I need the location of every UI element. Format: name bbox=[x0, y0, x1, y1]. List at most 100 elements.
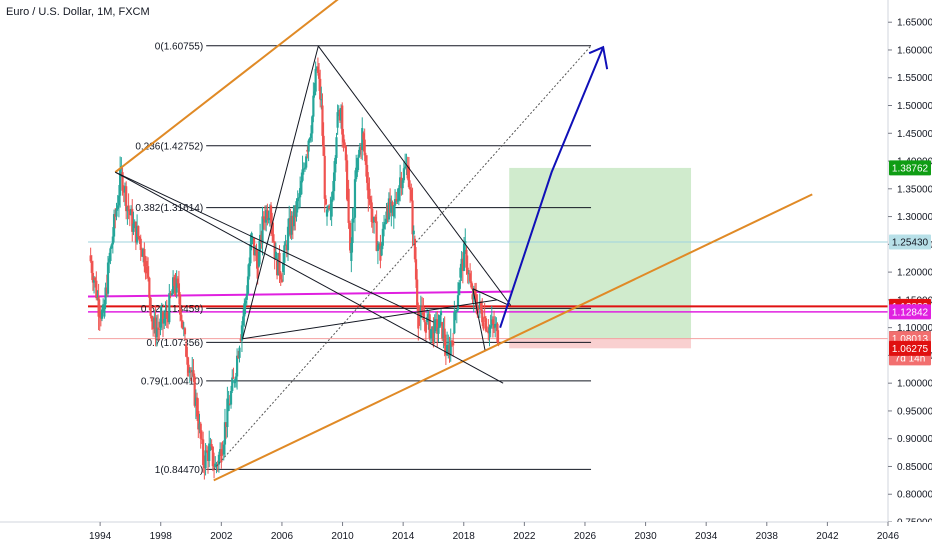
candle-body bbox=[433, 319, 436, 334]
fib-level-label: 0.7(1.07356) bbox=[146, 338, 203, 349]
candle-body bbox=[211, 446, 214, 467]
candle-body bbox=[414, 259, 418, 280]
time-axis[interactable]: 1994 1998 2002 2006 2010 2014 2018 2022 2026 2030… bbox=[0, 521, 932, 550]
candle-body bbox=[165, 312, 168, 318]
price-tick-label: 1.00000 bbox=[897, 379, 932, 390]
candle-body bbox=[329, 207, 332, 210]
fib-level-label: 0(1.60755) bbox=[155, 41, 203, 52]
candle-body bbox=[369, 199, 372, 203]
candle-body bbox=[423, 319, 426, 323]
candle-body bbox=[160, 311, 163, 319]
candle-body bbox=[443, 328, 446, 346]
time-tick-label: 2018 bbox=[453, 531, 476, 542]
candle-body bbox=[212, 466, 216, 468]
candle-body bbox=[437, 327, 440, 334]
candle-body bbox=[386, 205, 389, 220]
candle-body bbox=[351, 218, 354, 243]
candle-body bbox=[158, 328, 161, 330]
candle-body bbox=[484, 318, 487, 331]
candle-body bbox=[290, 215, 293, 235]
candle-body bbox=[332, 172, 336, 192]
candle-body bbox=[248, 263, 251, 277]
candle-body bbox=[416, 279, 419, 307]
candle-body bbox=[492, 323, 496, 329]
candle-body bbox=[422, 311, 425, 320]
candle-body bbox=[206, 451, 210, 461]
candle-body bbox=[331, 191, 334, 200]
candle-body bbox=[373, 216, 376, 223]
candle-body bbox=[284, 244, 287, 246]
candle-body bbox=[155, 327, 158, 338]
candle-body bbox=[203, 460, 206, 469]
candle-body bbox=[454, 311, 457, 313]
black-trendline bbox=[115, 171, 434, 323]
magenta-support-line bbox=[87, 290, 513, 298]
candle-body bbox=[496, 323, 499, 343]
candle-body bbox=[302, 168, 305, 170]
candle-body bbox=[272, 234, 275, 242]
candle-body bbox=[355, 167, 358, 180]
candle-body bbox=[278, 252, 281, 275]
candle-body bbox=[181, 320, 184, 329]
price-axis[interactable]: 0.750000.800000.850000.900000.950001.000… bbox=[887, 0, 932, 550]
candle-body bbox=[419, 307, 422, 319]
candle-body bbox=[115, 208, 118, 217]
candle-body bbox=[328, 206, 331, 210]
candle-body bbox=[144, 266, 147, 274]
candle-body bbox=[413, 238, 416, 260]
price-badge-label: 1.25430 bbox=[892, 237, 929, 248]
candle-body bbox=[357, 154, 360, 159]
candle-body bbox=[363, 139, 366, 156]
candle-body bbox=[307, 140, 310, 152]
price-tick-label: 0.95000 bbox=[897, 406, 932, 417]
candle-body bbox=[246, 276, 250, 294]
candle-body bbox=[96, 296, 99, 299]
candle-body bbox=[242, 316, 245, 326]
candle-body bbox=[168, 293, 171, 323]
time-tick-label: 2022 bbox=[513, 531, 536, 542]
candle-body bbox=[193, 376, 196, 406]
price-badge-label: 1.08013 bbox=[892, 334, 929, 345]
candle-body bbox=[204, 450, 207, 469]
candle-body bbox=[436, 319, 439, 334]
candle-body bbox=[279, 274, 282, 280]
candle-body bbox=[424, 322, 427, 333]
price-badge-label: 7d 14h bbox=[895, 353, 926, 364]
candle-body bbox=[147, 266, 150, 278]
candle-body bbox=[481, 309, 484, 323]
time-tick-label: 2034 bbox=[695, 531, 718, 542]
candle-body bbox=[391, 202, 394, 207]
candle-body bbox=[215, 464, 218, 467]
candle-body bbox=[103, 304, 106, 317]
candle-body bbox=[478, 301, 481, 309]
candle-body bbox=[455, 309, 458, 312]
candle-body bbox=[382, 224, 386, 229]
candle-body bbox=[470, 281, 473, 288]
candle-body bbox=[228, 403, 231, 405]
candle-body bbox=[125, 186, 128, 212]
candle-body bbox=[95, 280, 98, 299]
candle-body bbox=[245, 293, 248, 300]
candle-body bbox=[338, 110, 341, 121]
candle-body bbox=[349, 222, 352, 251]
price-tick-label: 0.90000 bbox=[897, 434, 932, 445]
candle-body bbox=[442, 328, 445, 339]
candle-body bbox=[448, 344, 451, 356]
candle-body bbox=[283, 245, 286, 263]
candle-body bbox=[156, 327, 160, 329]
candle-body bbox=[475, 294, 478, 307]
fib-level-label: 0.236(1.42752) bbox=[135, 141, 203, 152]
candle-body bbox=[392, 205, 395, 217]
candle-body bbox=[99, 317, 102, 319]
candle-body bbox=[90, 261, 93, 273]
candle-body bbox=[409, 187, 412, 190]
candle-body bbox=[131, 208, 134, 232]
candle-body bbox=[243, 303, 246, 317]
candle-body bbox=[217, 454, 221, 465]
candle-body bbox=[402, 168, 406, 181]
price-badges: 1.387621.254301.138301.128421.080441.080… bbox=[889, 160, 931, 366]
candle-body bbox=[173, 277, 176, 286]
candle-body bbox=[368, 188, 371, 200]
candle-body bbox=[216, 464, 219, 466]
